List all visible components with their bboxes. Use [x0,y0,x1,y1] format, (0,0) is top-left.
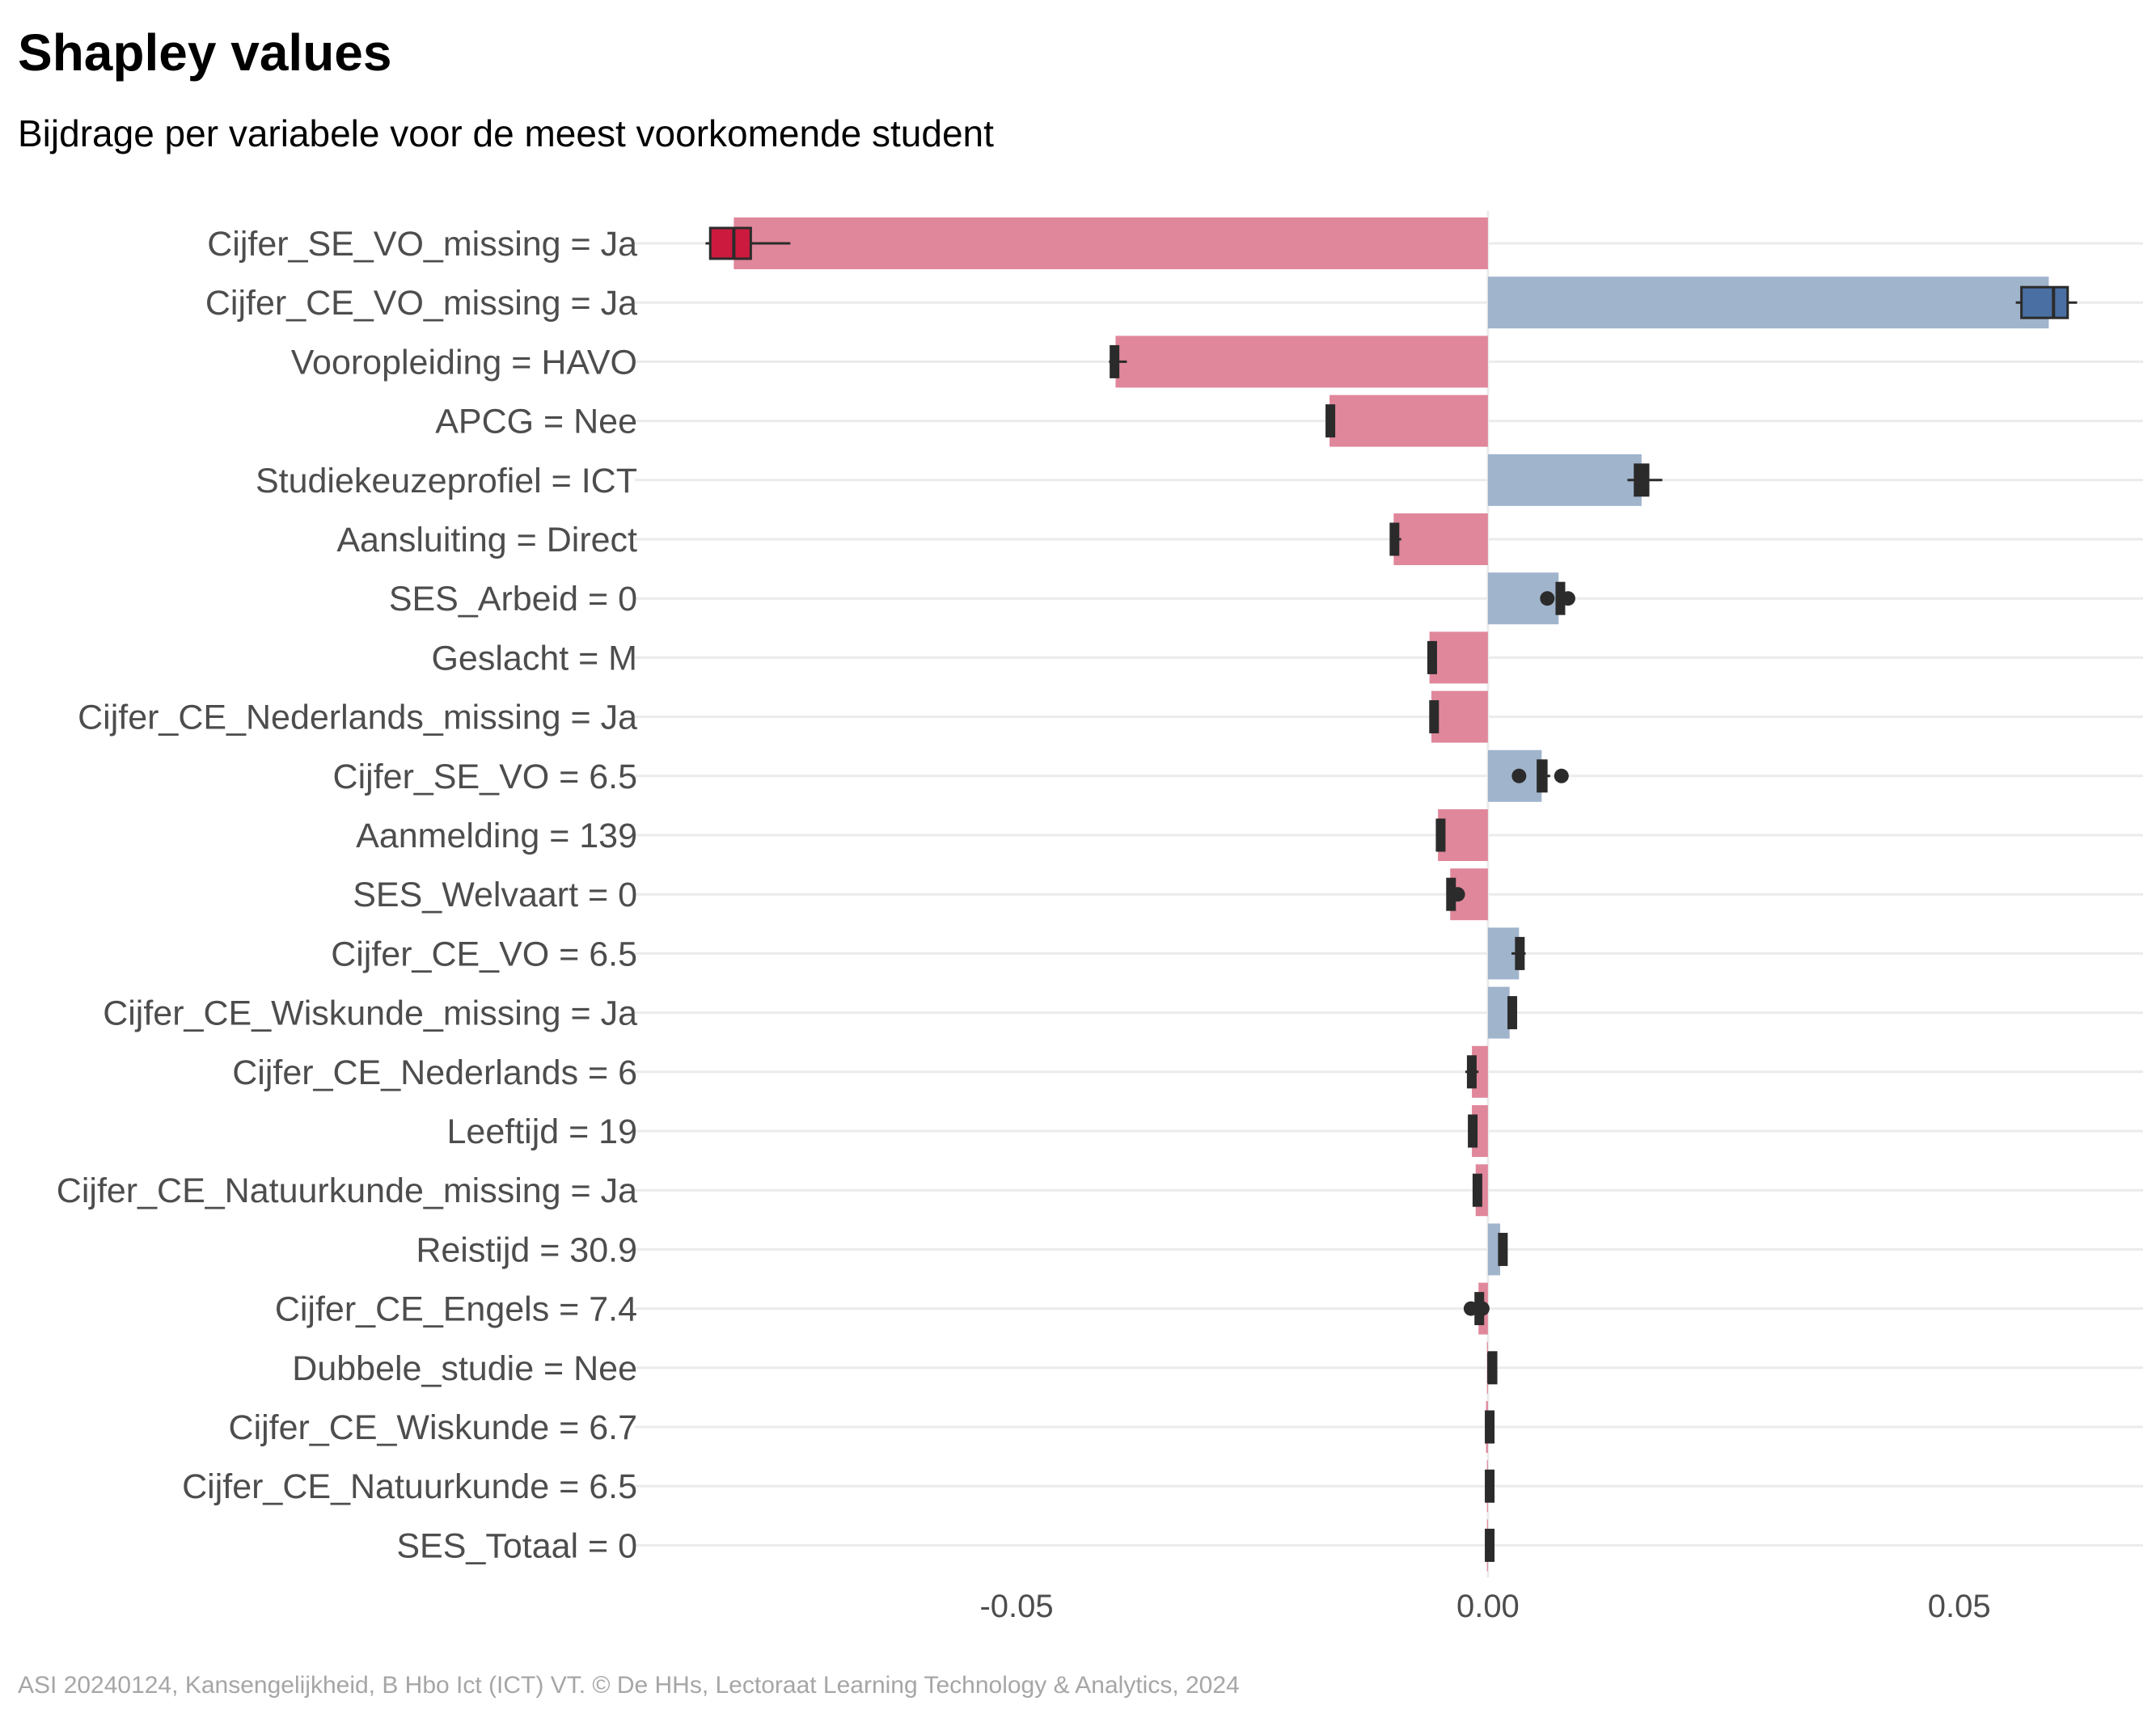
bar [1487,1223,1501,1276]
y-tick-label: Aansluiting = Direct [336,521,637,559]
box [708,226,752,260]
outlier-point [1540,591,1555,606]
y-tick-label: SES_Welvaart = 0 [353,876,637,914]
y-tick-label: Cijfer_SE_VO_missing = Ja [207,225,637,264]
bar [1438,809,1488,861]
y-tick-label: Cijfer_CE_Natuurkunde_missing = Ja [57,1171,637,1210]
y-tick-label: Cijfer_SE_VO = 6.5 [333,758,637,796]
y-tick-label: Reistijd = 30.9 [416,1230,637,1269]
y-tick-label: Cijfer_CE_Wiskunde_missing = Ja [103,994,637,1033]
y-tick-label: SES_Arbeid = 0 [389,580,637,618]
x-tick-label: -0.05 [979,1589,1053,1624]
outlier-point [1474,1301,1490,1316]
y-tick-label: Cijfer_CE_VO_missing = Ja [205,284,637,323]
x-tick-label: 0.00 [1456,1589,1520,1624]
y-tick-label: Cijfer_CE_Nederlands = 6 [232,1053,637,1092]
bar [1429,631,1488,684]
box [1325,404,1336,438]
bar [733,217,1488,269]
y-tick-label: Cijfer_CE_Natuurkunde = 6.5 [182,1467,637,1506]
boxplots [705,226,2078,1562]
y-axis-labels: Cijfer_SE_VO_missing = Ja Cijfer_CE_VO_mi… [57,225,637,1565]
y-tick-label: SES_Totaal = 0 [396,1526,637,1565]
x-tick-label: 0.05 [1928,1589,1991,1624]
y-tick-label: Cijfer_CE_VO = 6.5 [331,935,637,973]
bar [1431,690,1488,743]
y-tick-label: Cijfer_CE_Engels = 7.4 [275,1290,637,1329]
y-tick-label: Aanmelding = 139 [356,817,637,855]
chart-subtitle: Bijdrage per variabele voor de meest voo… [18,112,994,154]
y-tick-label: Cijfer_CE_Nederlands_missing = Ja [78,699,637,737]
bar [1487,986,1510,1039]
outlier-point [1511,768,1527,783]
y-tick-label: Vooropleiding = HAVO [291,343,637,382]
bar [1487,276,2049,329]
outlier-point [1560,591,1575,606]
y-tick-label: Geslacht = M [431,639,637,677]
outlier-point [1554,768,1569,783]
bar [1115,336,1488,388]
y-tick-label: Cijfer_CE_Wiskunde = 6.7 [229,1408,637,1447]
bar [1330,395,1488,447]
y-tick-label: APCG = Nee [435,403,637,441]
grid-lines [635,211,2143,1578]
chart-title: Shapley values [18,23,392,82]
box [2020,285,2069,319]
outlier-point [1463,1301,1478,1316]
bar [1393,513,1488,565]
y-tick-label: Dubbele_studie = Nee [292,1349,637,1388]
chart-caption: ASI 20240124, Kansengelijkheid, B Hbo Ic… [18,1672,1240,1699]
x-axis-labels: -0.05 0.00 0.05 [979,1589,1990,1624]
outlier-point [1450,887,1465,902]
bars [733,217,2049,1572]
bar [1487,454,1642,506]
box [1466,1055,1477,1089]
y-tick-label: Studiekeuzeprofiel = ICT [256,462,637,500]
y-tick-label: Leeftijd = 19 [447,1112,638,1151]
